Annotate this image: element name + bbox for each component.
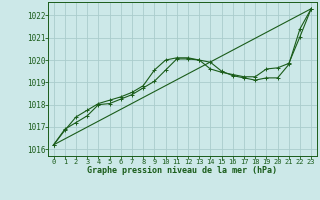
X-axis label: Graphe pression niveau de la mer (hPa): Graphe pression niveau de la mer (hPa) xyxy=(87,166,277,175)
